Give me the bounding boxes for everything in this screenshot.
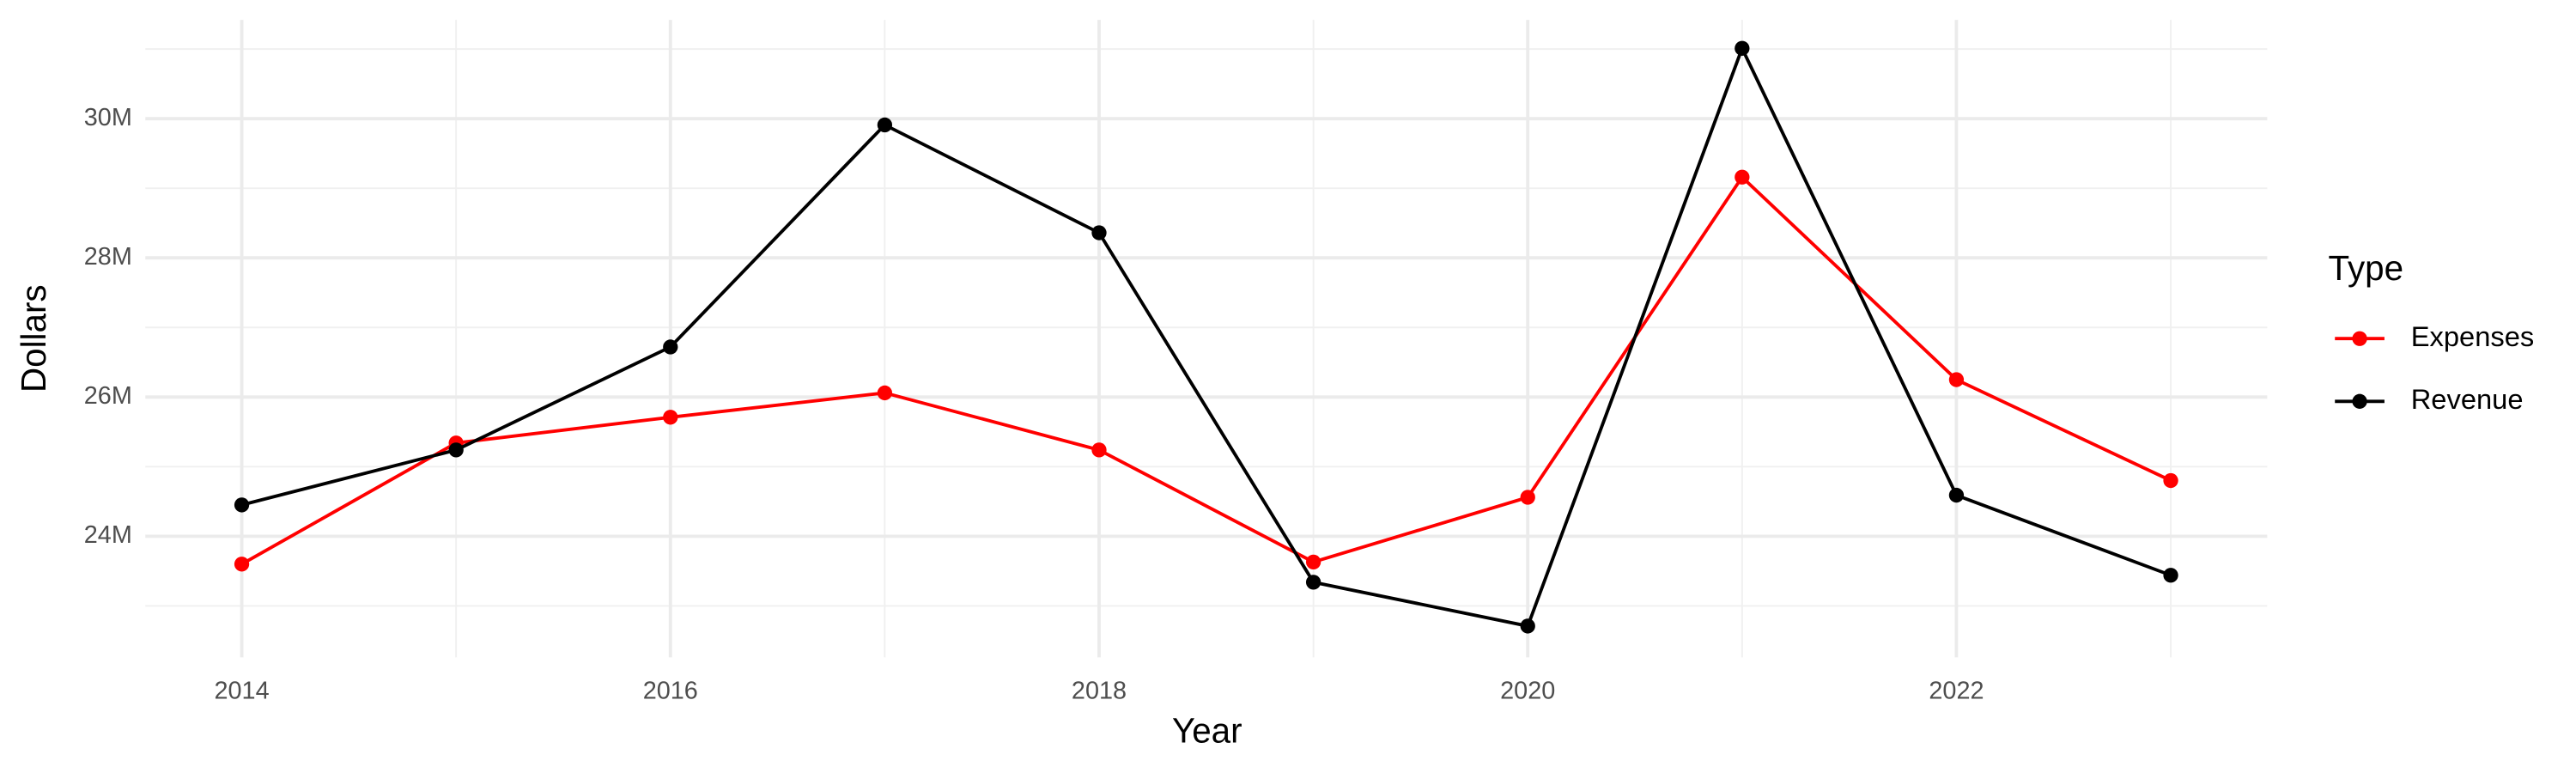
x-tick-label: 2016 (643, 677, 698, 704)
x-tick-label: 2020 (1500, 677, 1555, 704)
data-point (1520, 490, 1535, 505)
data-point (663, 339, 678, 355)
y-tick-label: 30M (84, 104, 132, 131)
data-point (1735, 40, 1750, 56)
legend-title: Type (2329, 248, 2404, 288)
data-point (448, 442, 464, 458)
x-axis-title: Year (1172, 711, 1242, 751)
data-point (877, 385, 893, 401)
data-point (234, 497, 250, 513)
y-tick-label: 28M (84, 243, 132, 271)
y-tick-label: 26M (84, 382, 132, 410)
series-line (241, 44, 2172, 629)
x-tick-label: 2014 (214, 677, 269, 704)
x-tick-label: 2022 (1929, 677, 1984, 704)
legend-point (2352, 331, 2367, 346)
data-point (877, 117, 893, 133)
y-tick-label: 24M (84, 521, 132, 549)
data-point (2163, 472, 2178, 489)
legend-label: Revenue (2411, 383, 2524, 415)
legend-label: Expenses (2411, 320, 2535, 352)
data-point (1520, 618, 1535, 634)
data-point (1091, 225, 1107, 240)
x-tick-label: 2018 (1072, 677, 1127, 704)
data-point (2163, 568, 2178, 583)
legend-point (2352, 393, 2367, 409)
y-axis-title: Dollars (14, 284, 53, 393)
data-point (1091, 442, 1107, 458)
data-point (1735, 169, 1750, 185)
data-point (1305, 554, 1321, 570)
data-point (1305, 575, 1321, 590)
data-point (663, 410, 678, 425)
series-line (240, 174, 2172, 566)
data-point (1948, 487, 1965, 503)
data-point (1948, 372, 1965, 387)
data-point (234, 557, 250, 572)
